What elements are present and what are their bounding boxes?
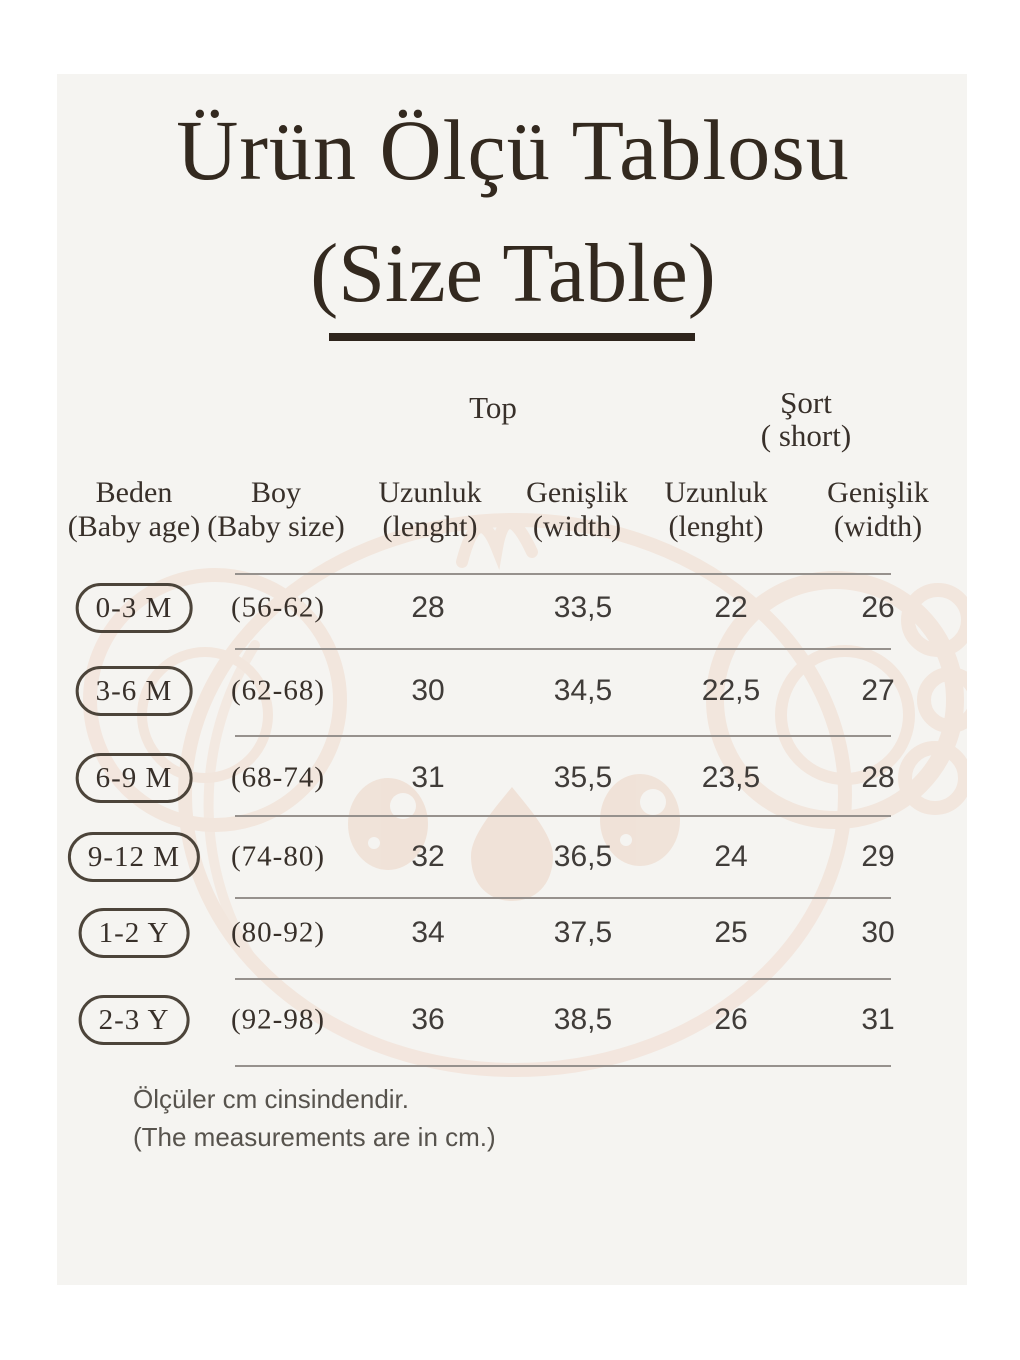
row-separator xyxy=(235,573,891,575)
cell-short-width: 27 xyxy=(861,674,895,707)
row-separator xyxy=(235,1065,891,1067)
column-header-beden: Beden (Baby age) xyxy=(68,476,200,544)
cell-top-width: 35,5 xyxy=(553,761,613,794)
cell-top-width: 37,5 xyxy=(553,916,613,949)
cell-height-range: (80-92) xyxy=(231,916,325,949)
cell-height-range: (68-74) xyxy=(231,761,325,794)
column-header-sublabel: (width) xyxy=(833,510,923,543)
column-header-sublabel: (lenght) xyxy=(382,510,478,543)
column-header-short-length: Uzunluk (lenght) xyxy=(664,476,767,544)
column-header-top-width: Genişlik (width) xyxy=(526,476,628,544)
cell-short-width: 29 xyxy=(861,840,895,873)
cell-short-length: 22 xyxy=(714,591,748,624)
cell-short-length: 26 xyxy=(714,1003,748,1036)
koala-watermark xyxy=(83,513,967,1077)
cell-top-width: 33,5 xyxy=(553,591,613,624)
cell-top-width: 34,5 xyxy=(553,674,613,707)
row-separator xyxy=(235,648,891,650)
column-header-sublabel: (lenght) xyxy=(668,510,764,543)
cell-height-range: (56-62) xyxy=(231,591,325,624)
cell-top-length: 34 xyxy=(411,916,445,949)
cell-top-length: 32 xyxy=(411,840,445,873)
age-badge: 1-2 Y xyxy=(78,908,190,958)
column-header-short-width: Genişlik (width) xyxy=(827,476,929,544)
cell-height-range: (74-80) xyxy=(231,840,325,873)
column-header-top-length: Uzunluk (lenght) xyxy=(378,476,481,544)
cell-top-width: 36,5 xyxy=(553,840,613,873)
title-underline xyxy=(329,333,695,341)
cell-top-width: 38,5 xyxy=(553,1003,613,1036)
cell-short-width: 31 xyxy=(861,1003,895,1036)
cell-short-width: 30 xyxy=(861,916,895,949)
group-header-short-line1: Şort xyxy=(780,385,832,420)
age-badge: 2-3 Y xyxy=(78,995,190,1045)
cell-height-range: (62-68) xyxy=(231,674,325,707)
column-header-label: Uzunluk xyxy=(378,476,482,509)
measurement-note: Ölçüler cm cinsindendir. (The measuremen… xyxy=(133,1080,496,1156)
row-separator xyxy=(235,978,891,980)
cell-short-width: 28 xyxy=(861,761,895,794)
cell-top-length: 30 xyxy=(411,674,445,707)
row-separator xyxy=(235,735,891,737)
group-header-short-line2: ( short) xyxy=(760,418,852,453)
row-separator xyxy=(235,897,891,899)
cell-top-length: 31 xyxy=(411,761,445,794)
column-header-sublabel: (width) xyxy=(532,510,622,543)
measurement-note-en: (The measurements are in cm.) xyxy=(133,1122,496,1152)
age-badge: 9-12 M xyxy=(67,832,201,882)
column-header-label: Genişlik xyxy=(526,476,628,509)
column-header-label: Boy xyxy=(250,476,302,509)
cell-short-length: 22,5 xyxy=(701,674,761,707)
cell-short-width: 26 xyxy=(861,591,895,624)
column-header-label: Uzunluk xyxy=(664,476,768,509)
cell-short-length: 24 xyxy=(714,840,748,873)
column-header-sublabel: (Baby age) xyxy=(67,510,201,543)
size-table-panel xyxy=(57,74,967,1285)
age-badge: 6-9 M xyxy=(75,753,193,803)
page-subtitle: (Size Table) xyxy=(310,227,716,320)
measurement-note-tr: Ölçüler cm cinsindendir. xyxy=(133,1084,409,1114)
cell-top-length: 28 xyxy=(411,591,445,624)
row-separator xyxy=(235,815,891,817)
age-badge: 0-3 M xyxy=(75,583,193,633)
column-header-sublabel: (Baby size) xyxy=(207,510,345,543)
group-header-short: Şort ( short) xyxy=(761,386,851,452)
cell-short-length: 25 xyxy=(714,916,748,949)
page-title: Ürün Ölçü Tablosu xyxy=(176,102,850,198)
cell-height-range: (92-98) xyxy=(231,1003,325,1036)
column-header-label: Beden xyxy=(95,476,173,509)
column-header-label: Genişlik xyxy=(827,476,929,509)
age-badge: 3-6 M xyxy=(75,666,193,716)
cell-top-length: 36 xyxy=(411,1003,445,1036)
column-header-boy: Boy (Baby size) xyxy=(207,476,344,544)
cell-short-length: 23,5 xyxy=(701,761,761,794)
group-header-top: Top xyxy=(469,390,517,425)
